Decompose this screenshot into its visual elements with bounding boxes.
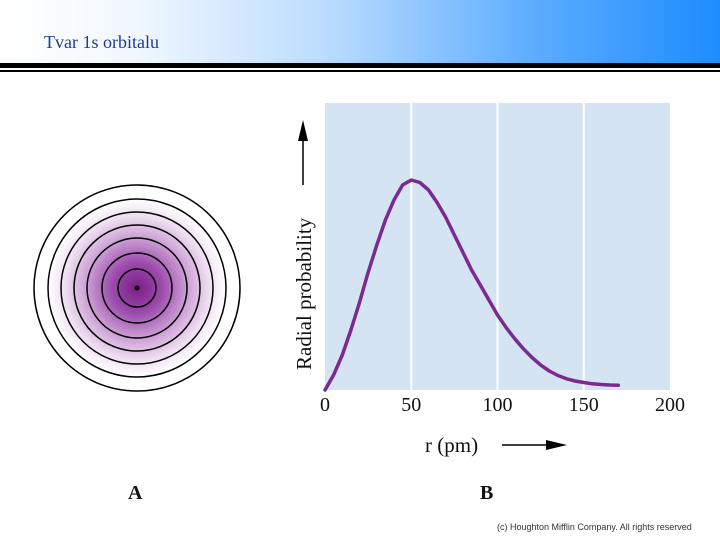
x-axis-arrow [502,440,567,450]
radial-probability-curve [323,178,621,392]
orbital-contour-ring [86,237,188,339]
orbital-contour-ring [73,224,201,352]
copyright-notice: (c) Houghton Mifflin Company. All rights… [497,522,692,532]
orbital-contour-ring [101,252,173,324]
panel-label-a: A [128,482,143,504]
orbital-1s-diagram [33,184,241,392]
orbital-contour-ring [117,268,157,308]
y-axis-label: Radial probability [292,217,316,370]
orbital-contour-ring [47,198,227,378]
orbital-contour-ring [60,211,214,365]
orbital-contour-ring [33,184,241,392]
x-tick-label: 200 [655,394,685,416]
title-bar [0,0,720,64]
x-tick-label: 0 [320,394,330,416]
x-tick-label: 100 [483,394,513,416]
y-axis-arrow [298,120,308,185]
title-rule-thick [0,63,720,68]
panel-label-b: B [480,482,494,504]
title-rule-thin [0,70,720,72]
nucleus-dot [134,285,140,291]
x-axis-label: r (pm) [425,433,478,457]
x-tick-label: 150 [569,394,599,416]
x-tick-label: 50 [401,394,421,416]
radial-probability-chart: 0 50 100 150 200 Radial probability r (pm) [292,103,685,457]
slide-title: Tvar 1s orbitalu [44,32,159,52]
